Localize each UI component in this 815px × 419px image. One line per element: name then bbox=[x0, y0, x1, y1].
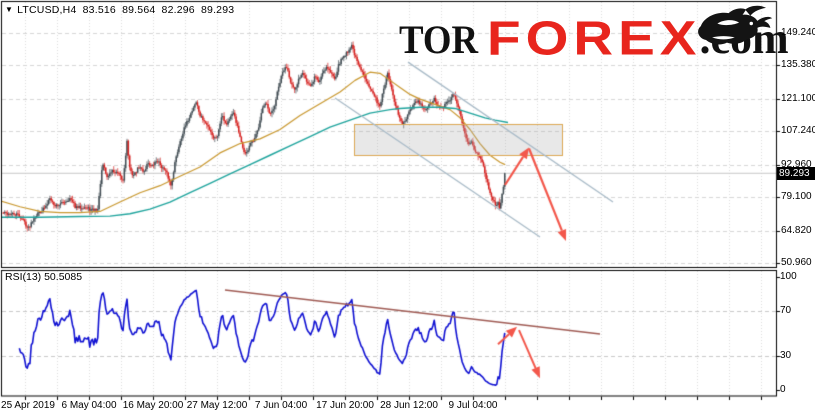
current-price-badge: 89.293 bbox=[777, 166, 815, 180]
price-tick-label: 149.240 bbox=[781, 27, 815, 38]
chevron-down-icon[interactable]: ▼ bbox=[5, 5, 14, 14]
date-tick-label: 25 Apr 2019 bbox=[1, 400, 55, 411]
price-tick-label: 92.960 bbox=[781, 158, 812, 170]
price-tick-label: 64.820 bbox=[781, 224, 812, 236]
price-tick-label: 79.100 bbox=[781, 191, 812, 203]
torforex-logo: TOR FOREX .com bbox=[399, 5, 789, 66]
date-tick-label: 27 May 12:00 bbox=[186, 400, 248, 411]
ohlc-close: 89.293 bbox=[200, 4, 235, 16]
rsi-indicator-label: RSI(13) 50.5085 bbox=[5, 271, 83, 283]
ohlc-low: 82.296 bbox=[161, 4, 195, 16]
ohlc-open: 83.516 bbox=[82, 4, 116, 16]
logo-text-tor: TOR bbox=[399, 17, 479, 62]
rsi-tick-label: 30 bbox=[780, 350, 792, 362]
date-tick-label: 16 May 20:00 bbox=[122, 400, 184, 411]
rsi-tick-label: 70 bbox=[780, 304, 792, 316]
date-tick-label: 9 Jul 04:00 bbox=[448, 400, 498, 411]
symbol-label: LTCUSD,H4 bbox=[17, 4, 77, 16]
logo-text-forex: FOREX bbox=[486, 10, 702, 66]
date-tick-label: 6 May 04:00 bbox=[61, 400, 117, 411]
price-tick-label: 121.100 bbox=[781, 92, 815, 104]
symbol-selector[interactable]: ▼ LTCUSD,H4 83.516 89.564 82.296 89.293 bbox=[5, 4, 237, 16]
bull-icon bbox=[698, 5, 773, 45]
ohlc-high: 89.564 bbox=[122, 4, 156, 16]
rsi-tick-label: 100 bbox=[780, 271, 797, 282]
price-tick-label: 107.240 bbox=[781, 125, 815, 137]
rsi-tick-label: 0 bbox=[780, 384, 786, 395]
price-tick-label: 50.960 bbox=[781, 257, 812, 268]
price-tick-label: 135.380 bbox=[781, 59, 815, 71]
date-tick-label: 7 Jun 04:00 bbox=[254, 400, 308, 411]
date-tick-label: 17 Jun 20:00 bbox=[316, 400, 374, 411]
date-tick-label: 28 Jun 12:00 bbox=[380, 400, 438, 411]
